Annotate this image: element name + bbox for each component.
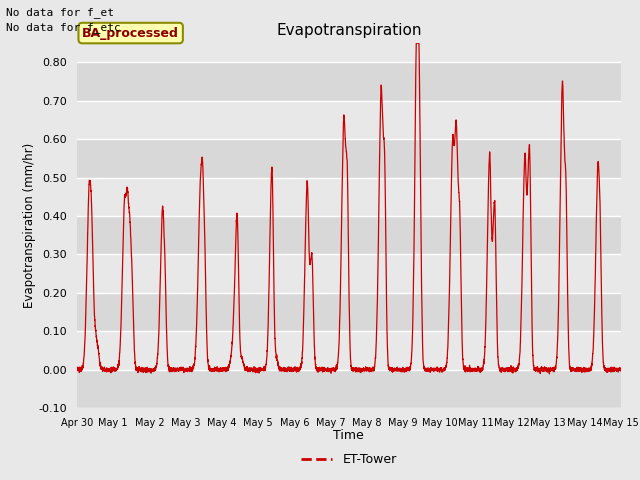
Title: Evapotranspiration: Evapotranspiration bbox=[276, 23, 422, 38]
Bar bbox=[77, 331, 621, 370]
Bar bbox=[77, 254, 621, 293]
Bar bbox=[77, 178, 621, 216]
X-axis label: Time: Time bbox=[333, 429, 364, 442]
Legend: ET-Tower: ET-Tower bbox=[296, 448, 401, 471]
Text: No data for f_etc: No data for f_etc bbox=[6, 22, 121, 33]
Bar bbox=[77, 62, 621, 101]
Bar bbox=[77, 101, 621, 139]
Y-axis label: Evapotranspiration (mm/hr): Evapotranspiration (mm/hr) bbox=[22, 143, 36, 308]
Bar bbox=[77, 216, 621, 254]
Bar bbox=[77, 139, 621, 178]
Bar bbox=[77, 293, 621, 331]
Text: BA_processed: BA_processed bbox=[82, 26, 179, 39]
Bar bbox=[77, 370, 621, 408]
Text: No data for f_et: No data for f_et bbox=[6, 7, 115, 18]
